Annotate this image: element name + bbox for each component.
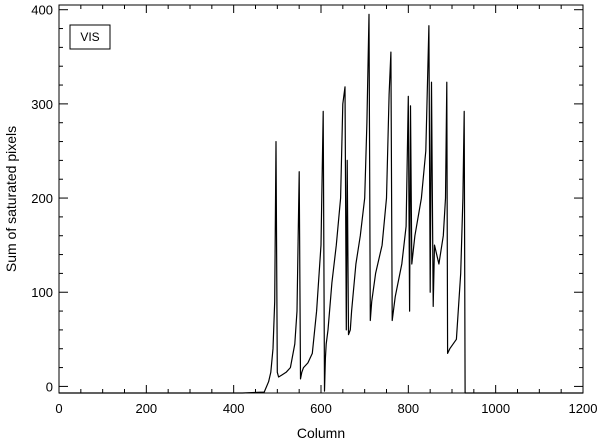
x-tick-label: 0 bbox=[55, 401, 62, 416]
x-tick-label: 800 bbox=[397, 401, 419, 416]
x-tick-label: 1000 bbox=[481, 401, 510, 416]
legend-box bbox=[69, 24, 111, 50]
x-tick-label: 1200 bbox=[569, 401, 598, 416]
x-tick-label: 200 bbox=[135, 401, 157, 416]
y-tick-label: 0 bbox=[46, 379, 53, 394]
legend: VIS bbox=[69, 24, 111, 50]
y-axis-label: Sum of saturated pixels bbox=[3, 126, 19, 272]
legend-entry-vis: VIS bbox=[80, 30, 99, 44]
x-tick-label: 600 bbox=[310, 401, 332, 416]
y-tick-label: 200 bbox=[31, 191, 53, 206]
y-tick-label: 100 bbox=[31, 285, 53, 300]
y-tick-label: 400 bbox=[31, 3, 53, 18]
x-axis-label: Column bbox=[297, 425, 345, 441]
x-tick-label: 400 bbox=[223, 401, 245, 416]
series-line-vis bbox=[59, 13, 583, 394]
y-tick-label: 300 bbox=[31, 97, 53, 112]
